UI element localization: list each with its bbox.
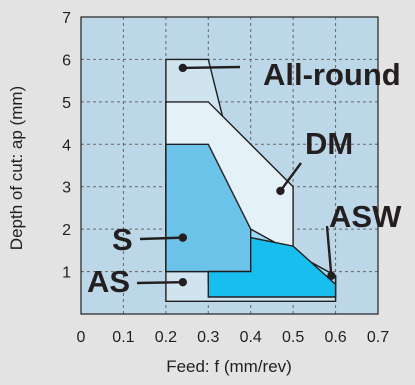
- region-label-asw: ASW: [329, 199, 402, 234]
- x-tick-label: 0.2: [155, 329, 177, 346]
- y-tick-labels: 1 2 3 4 5 6 7: [62, 10, 71, 282]
- region-label-dm: DM: [305, 126, 353, 161]
- x-tick-label: 0.3: [197, 329, 219, 346]
- leader-dot-s: [178, 233, 188, 242]
- region-label-as: AS: [87, 264, 130, 299]
- leader-line-s: [139, 236, 183, 241]
- region-as: [207, 236, 337, 298]
- y-tick-label: 7: [62, 10, 71, 27]
- x-tick-label: 0: [77, 329, 86, 346]
- x-tick-label: 0.1: [112, 329, 134, 346]
- y-axis-label: Depth of cut: ap (mm): [7, 86, 26, 250]
- leader-dot-all-round: [178, 63, 188, 73]
- leader-line-dm: [279, 162, 302, 192]
- x-tick-labels: 0 0.1 0.2 0.3 0.4 0.5 0.6 0.7: [77, 329, 390, 346]
- y-tick-label: 2: [62, 222, 71, 239]
- y-tick-label: 3: [62, 180, 71, 197]
- x-tick-label: 0.7: [367, 329, 389, 346]
- leader-line-asw: [325, 225, 333, 276]
- plot-frame: [80, 16, 379, 315]
- y-tick-label: 1: [62, 265, 71, 282]
- y-tick-label: 5: [62, 95, 71, 112]
- region-label-all-round: All-round: [263, 57, 401, 92]
- region-label-s: S: [112, 222, 133, 257]
- x-tick-label: 0.6: [324, 329, 346, 346]
- x-tick-label: 0.5: [282, 329, 304, 346]
- leader-dot-asw: [327, 271, 336, 281]
- y-tick-label: 6: [62, 52, 71, 69]
- annotations: All-round DM ASW S AS: [87, 57, 402, 299]
- leader-line-all-round: [182, 65, 241, 70]
- leader-dot-dm: [276, 186, 285, 196]
- x-tick-label: 0.4: [240, 329, 262, 346]
- leader-line-as: [136, 280, 183, 285]
- leader-dot-as: [178, 277, 188, 287]
- regions: [165, 58, 337, 302]
- y-tick-label: 4: [62, 137, 71, 154]
- x-axis-label: Feed: f (mm/rev): [166, 357, 292, 376]
